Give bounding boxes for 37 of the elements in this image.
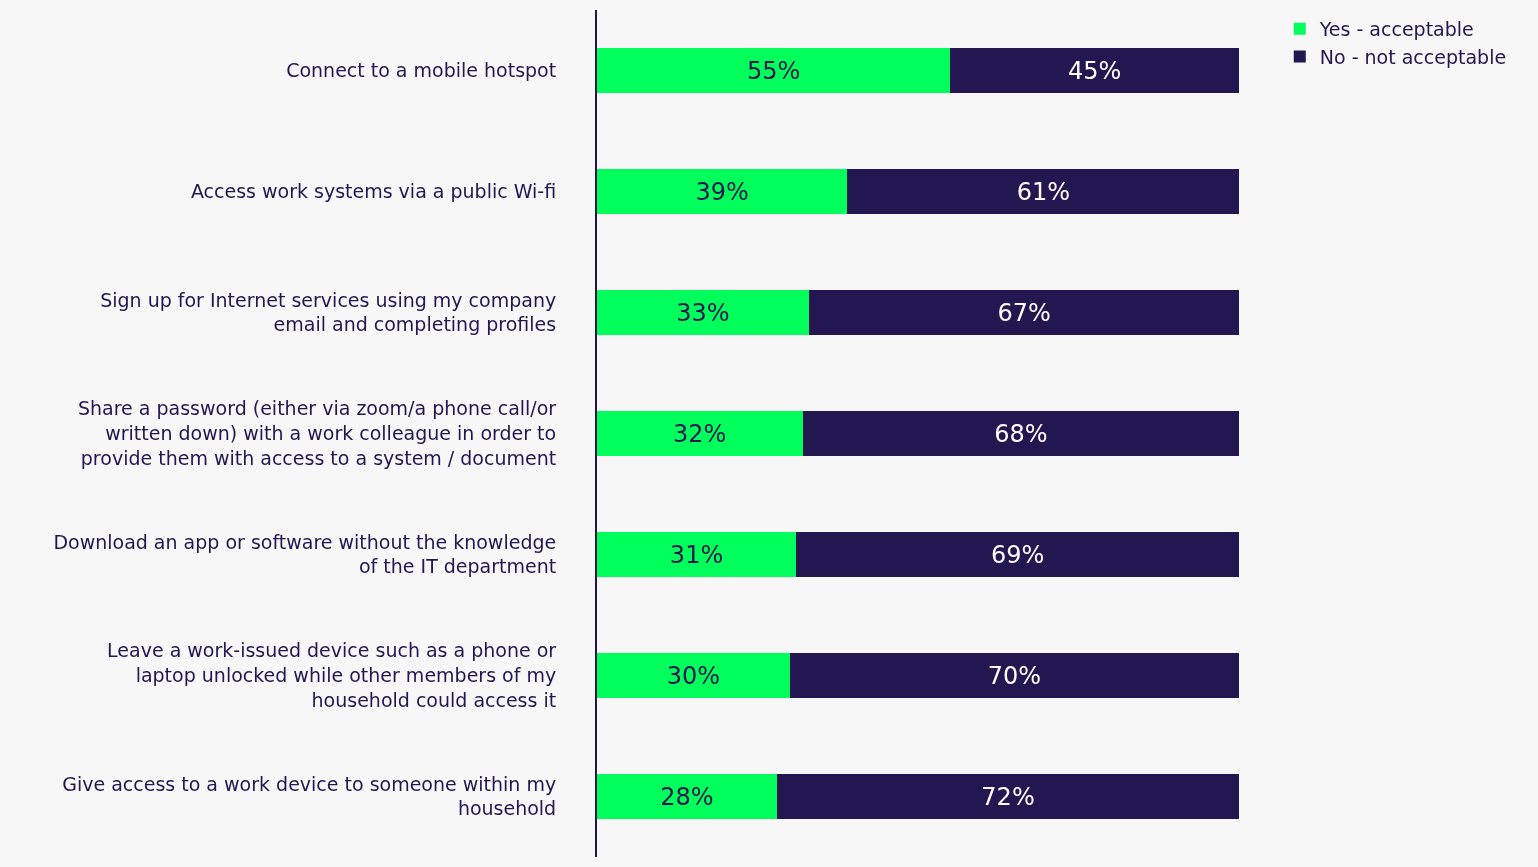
data-label: 31%	[669, 540, 724, 569]
data-label: 33%	[676, 298, 730, 327]
bar	[776, 774, 1240, 819]
bar	[789, 653, 1240, 698]
y-tick-label: Sign up for Internet services using my company email and completing profiles	[100, 288, 557, 336]
legend-label: Yes - acceptable	[1318, 18, 1474, 41]
data-label: 28%	[660, 782, 714, 811]
y-tick-label: Download an app or software without the knowledge of the IT department	[53, 530, 557, 578]
data-label: 72%	[981, 782, 1035, 811]
data-label: 61%	[1016, 177, 1070, 206]
bar	[597, 48, 951, 93]
legend-label: No - not acceptable	[1319, 45, 1507, 68]
bar	[796, 532, 1240, 577]
data-label: 67%	[997, 298, 1051, 327]
bar	[597, 290, 809, 335]
y-tick-label: Connect to a mobile hotspot	[286, 59, 557, 82]
bar	[802, 411, 1240, 456]
y-tick-label: Share a password (either via zoom/a phone call/or written down) with a work colleague in order to provide them with access to a system / document	[77, 397, 557, 469]
bar	[597, 653, 790, 698]
bar	[950, 48, 1240, 93]
bar	[847, 169, 1240, 214]
data-label: 45%	[1068, 56, 1122, 85]
data-label: 70%	[987, 661, 1042, 690]
bar	[597, 169, 848, 214]
y-tick-label: Leave a work-issued device such as a phone or laptop unlocked while other members of my household could access it	[107, 639, 557, 711]
bar	[597, 532, 797, 577]
bar	[808, 290, 1240, 335]
data-label: 39%	[695, 177, 749, 206]
data-label: 30%	[666, 661, 720, 690]
bar	[597, 774, 777, 819]
data-label: 68%	[994, 419, 1048, 448]
data-label: 55%	[746, 56, 801, 85]
y-tick-label: Access work systems via a public Wi-fi	[190, 180, 557, 203]
data-label: 32%	[673, 419, 727, 448]
bar	[597, 411, 803, 456]
y-tick-label: Give access to a work device to someone within my household	[62, 772, 557, 820]
data-label: 69%	[990, 540, 1045, 569]
